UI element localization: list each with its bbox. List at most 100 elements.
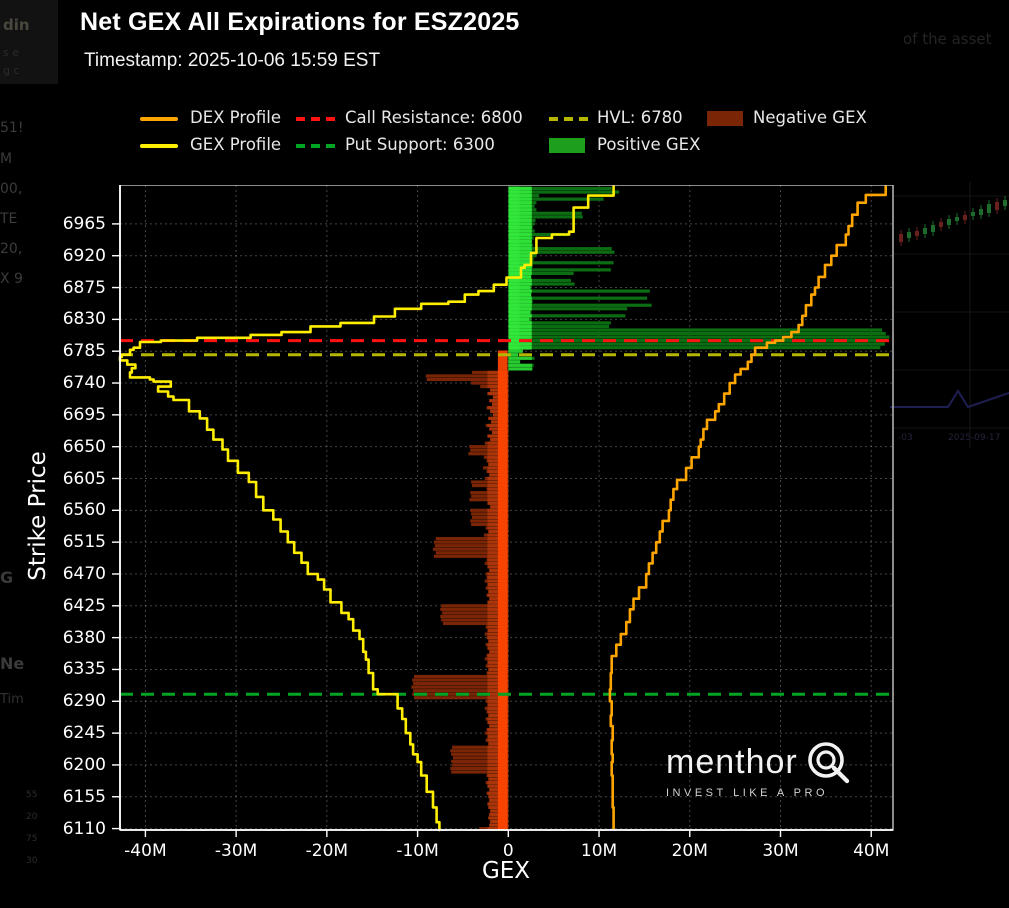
positive-gex-bar [508,346,881,350]
y-tick-label: 6605 [62,468,106,489]
gex-profile-plot [112,185,894,837]
background-line-chart [890,389,1009,409]
y-tick-label: 6380 [62,627,106,648]
positive-gex-bar [508,303,652,307]
chart-title: Net GEX All Expirations for ESZ2025 [80,8,520,36]
positive-gex-bar [508,296,648,300]
negative-gex-bar [450,766,509,771]
x-tick-label: -30M [214,841,258,861]
positive-zero-stripe-core [509,186,520,350]
negative-gex-bar [411,685,509,689]
y-tick-label: 6110 [62,818,106,839]
y-tick-label: 6965 [62,213,106,234]
y-tick-label: 6875 [62,277,106,298]
gex-bar-hot-segment [508,363,532,367]
x-tick-label: 0 [502,841,514,861]
x-tick-label: -20M [305,841,349,861]
positive-gex-bar [508,250,615,254]
menthorq-watermark: menthor INVEST LIKE A PRO [666,738,852,799]
x-tick-label: 40M [853,841,890,861]
y-tick-label: 6650 [62,436,106,457]
gex-bar-hot-segment [508,349,523,353]
x-tick-label: 30M [762,841,799,861]
y-tick-label: 6785 [62,341,106,362]
negative-gex-bar [452,756,509,760]
background-text-fragment: 51! [0,120,24,136]
legend-put-support-label: Put Support: 6300 [345,135,495,154]
legend-gex-line-sample [140,144,178,148]
background-text-fragment: 30 [26,856,38,866]
legend-dex-label: DEX Profile [190,108,281,127]
y-tick-label: 6830 [62,309,106,330]
menthorq-wordmark: menthor [666,743,798,781]
y-tick-label: 6155 [62,786,106,807]
y-tick-label: 6470 [62,563,106,584]
background-text-fragment: G [0,568,14,587]
gex-bar-hot-segment [508,353,519,357]
negative-gex-bar [434,544,509,548]
x-tick-label: -40M [124,841,167,861]
background-text-fragment: M [0,151,13,167]
negative-gex-bar [452,763,509,767]
negative-gex-bar [441,604,509,608]
y-tick-label: 6290 [62,691,106,712]
positive-gex-bar [508,335,890,339]
background-text-fragment: 75 [26,834,38,844]
dex-profile-line [608,185,887,830]
background-window-block [0,0,58,84]
positive-gex-bar [508,342,885,346]
legend-dex-line-sample [140,117,178,121]
negative-gex-bar [413,674,509,679]
legend-positive-gex-label: Positive GEX [597,135,701,154]
menthorq-tagline: INVEST LIKE A PRO [666,787,829,799]
background-text-fragment: of the asset [903,30,992,48]
negative-gex-bar [451,759,509,763]
background-text-fragment: TE [0,211,18,227]
positive-gex-bar [508,211,582,215]
background-text-fragment: din [3,16,30,34]
positive-gex-bar [508,190,620,194]
background-text-fragment: g c [3,64,20,77]
legend-put-support-sample [296,144,336,148]
negative-gex-bar [435,537,509,541]
positive-gex-bar [508,268,611,272]
x-axis-title: GEX [481,858,531,884]
positive-gex-bar [508,307,628,311]
legend-call-resistance-label: Call Resistance: 6800 [345,108,523,127]
positive-gex-bar [508,282,575,286]
y-tick-label: 6245 [62,723,106,744]
background-text-fragment: X 9 [0,271,23,287]
background-text-fragment: 2025-09-17 [948,433,1001,443]
negative-gex-bar [413,682,509,686]
negative-gex-bar [442,621,509,626]
negative-gex-bar [433,554,509,558]
negative-gex-bar [451,752,509,756]
positive-gex-bar [508,232,569,237]
legend-positive-gex-swatch [549,138,585,153]
background-text-fragment: 20 [26,812,38,822]
positive-gex-bar [508,247,612,251]
negative-gex-bar [450,749,509,753]
negative-gex-bar [440,607,509,611]
negative-gex-bar [426,377,509,382]
background-text-fragment: 55 [26,790,38,800]
negative-gex-bar [433,540,509,544]
y-tick-label: 6425 [62,595,106,616]
positive-gex-bar [508,331,886,336]
y-tick-label: 6200 [62,754,106,775]
positive-gex-bar [508,289,650,293]
positive-gex-bar [508,261,614,265]
legend-gex-label: GEX Profile [190,135,282,154]
x-tick-label: 10M [580,841,618,861]
legend-hvl-label: HVL: 6780 [597,108,683,127]
legend-hvl-sample [549,117,589,121]
positive-gex-bar [508,271,574,276]
y-tick-label: 6740 [62,373,106,394]
negative-gex-bar [435,551,509,555]
positive-gex-bar [508,215,583,219]
positive-gex-bar [508,186,612,191]
positive-gex-bar [508,324,610,329]
y-tick-label: 6920 [62,245,106,266]
positive-gex-bar [508,328,883,332]
y-tick-label: 6335 [62,659,106,680]
